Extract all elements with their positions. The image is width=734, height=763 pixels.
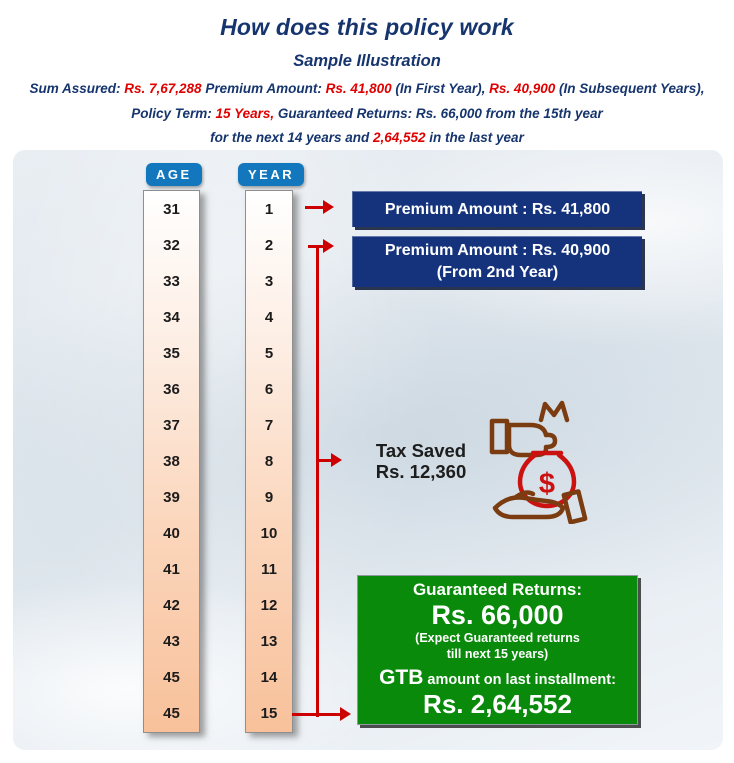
summary-text: (In Subsequent Years), (555, 81, 705, 96)
age-cell: 37 (163, 416, 180, 434)
summary-highlight: 15 Years, (215, 106, 275, 122)
arrow-right-icon (331, 453, 342, 467)
guaranteed-returns-box: Guaranteed Returns: Rs. 66,000 (Expect G… (357, 575, 638, 725)
summary-line-1: Sum Assured: Rs. 7,67,288 Premium Amount… (0, 81, 734, 97)
age-cell: 45 (163, 705, 180, 723)
subtitle: Sample Illustration (293, 52, 441, 70)
age-cell: 34 (163, 308, 180, 326)
guaranteed-heading: Guaranteed Returns: (412, 579, 583, 599)
age-cell: 36 (163, 380, 180, 398)
age-cell: 38 (163, 452, 180, 470)
age-cell: 32 (163, 236, 180, 254)
premium-subsequent-box: Premium Amount : Rs. 40,900 (From 2nd Ye… (352, 236, 642, 287)
summary-highlight: Rs. 40,900 (489, 81, 556, 96)
year-cell: 9 (264, 489, 274, 507)
age-cell: 45 (163, 669, 180, 687)
arrow-right-icon (340, 707, 351, 721)
premium-subsequent-label: Premium Amount : Rs. 40,900 (384, 242, 611, 259)
gtb-label: GTB amount on last installment: (360, 666, 635, 690)
year-cell: 10 (260, 525, 278, 543)
year-cell: 13 (260, 633, 278, 651)
header: How does this policy work Sample Illustr… (0, 0, 734, 147)
bag-pleats (538, 400, 570, 423)
fist-shape (506, 422, 558, 458)
summary-highlight: Rs. 41,800 (325, 81, 392, 96)
year-cell: 1 (264, 200, 274, 218)
summary-highlight: 2,64,552 (372, 130, 426, 146)
sleeve-cuff-right (561, 489, 588, 524)
guaranteed-note-line1: (Expect Guaranteed returns (415, 630, 580, 645)
tax-saved-title: Tax Saved (375, 440, 467, 461)
year-column: 1 2 3 4 5 6 7 8 9 10 11 12 13 14 15 (245, 190, 293, 733)
open-palm (492, 495, 566, 520)
connector-year1-line (305, 206, 323, 209)
tax-saved-amount: Rs. 12,360 (375, 461, 467, 482)
age-cell: 40 (163, 525, 180, 543)
money-bag (517, 452, 577, 509)
age-column-header: AGE (146, 163, 202, 186)
age-cell: 42 (163, 597, 180, 615)
age-cell: 41 (163, 561, 180, 579)
sleeve-cuff-left (489, 418, 510, 455)
year-cell: 11 (261, 561, 277, 579)
arrow-right-icon (323, 200, 334, 214)
summary-text: (In First Year), (391, 81, 490, 96)
summary-text: Sum Assured: (29, 81, 125, 96)
year-cell: 4 (264, 308, 274, 326)
summary-highlight: Rs. 7,67,288 (124, 81, 202, 96)
connector-year2-line (308, 245, 323, 248)
year-cell: 15 (260, 705, 278, 723)
connector-year15-line (292, 713, 340, 716)
year-cell: 7 (264, 416, 274, 434)
dollar-symbol: $ (539, 468, 555, 500)
year-cell: 5 (264, 344, 274, 362)
premium-first-year-box: Premium Amount : Rs. 41,800 (352, 191, 642, 227)
money-bag-in-hand-icon: $ (489, 400, 588, 524)
premium-first-year-label: Premium Amount : Rs. 41,800 (384, 201, 611, 218)
connector-vertical-line (316, 245, 319, 717)
year-column-header: YEAR (238, 163, 305, 186)
age-cell: 35 (163, 344, 180, 362)
summary-text: in the last year (425, 130, 524, 146)
summary-line-2: Policy Term: 15 Years, Guaranteed Return… (0, 106, 734, 122)
connector-tax-line (316, 459, 331, 462)
gtb-rest: amount on last installment: (423, 672, 616, 689)
guaranteed-note-line2: till next 15 years) (446, 646, 549, 661)
summary-text: Policy Term: (131, 106, 216, 122)
tax-saved-label: Tax Saved Rs. 12,360 (350, 440, 492, 482)
year-cell: 12 (260, 597, 278, 615)
age-cell: 33 (163, 272, 180, 290)
arrow-right-icon (323, 239, 334, 253)
year-cell: 2 (264, 236, 274, 254)
year-cell: 14 (260, 669, 278, 687)
summary-text: Guaranteed Returns: Rs. 66,000 from the … (274, 106, 603, 122)
summary-text: for the next 14 years and (210, 130, 373, 146)
guaranteed-amount: Rs. 66,000 (431, 599, 564, 630)
gtb-amount: Rs. 2,64,552 (423, 689, 572, 720)
page-title: How does this policy work (220, 14, 514, 40)
summary-line-3: for the next 14 years and 2,64,552 in th… (0, 130, 734, 146)
year-cell: 8 (264, 452, 274, 470)
year-cell: 3 (264, 272, 274, 290)
gtb-prefix: GTB (379, 666, 424, 690)
age-cell: 43 (163, 633, 180, 651)
age-cell: 31 (163, 200, 180, 218)
summary-text: Premium Amount: (201, 81, 326, 96)
age-cell: 39 (163, 489, 180, 507)
age-column: 31 32 33 34 35 36 37 38 39 40 41 42 43 45 45 (143, 190, 200, 733)
premium-subsequent-sublabel: (From 2nd Year) (436, 264, 559, 281)
year-cell: 6 (264, 380, 274, 398)
